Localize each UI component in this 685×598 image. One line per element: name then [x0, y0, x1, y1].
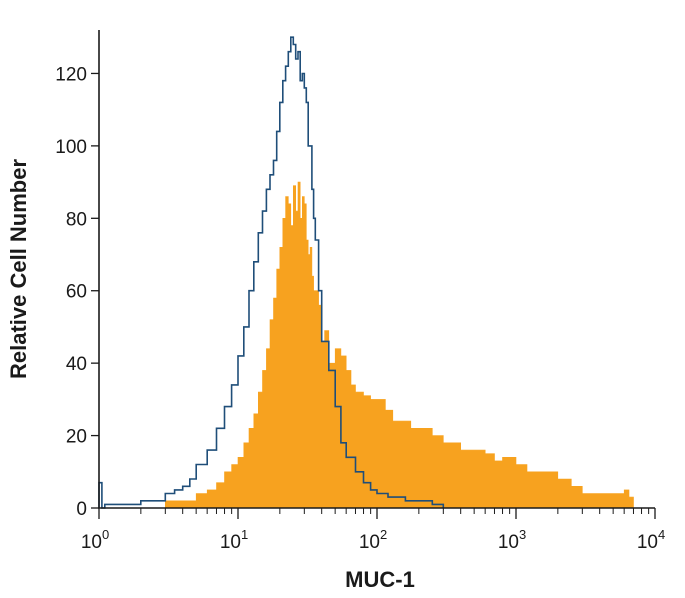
ticks-layer: 0 20 40 60 80 100 120 100 101 102 103 104 [55, 64, 665, 553]
y-tick-label: 120 [55, 64, 87, 85]
series-1-outline-histogram [98, 36, 445, 509]
series-layer [98, 36, 634, 509]
x-tick-label: 102 [359, 527, 387, 553]
series-0-filled-histogram [165, 181, 634, 509]
x-tick-label: 100 [81, 527, 109, 553]
x-tick-label: 104 [637, 527, 665, 553]
y-tick-label: 40 [66, 354, 87, 375]
y-tick-label: 20 [66, 427, 87, 448]
y-tick-label: 80 [66, 209, 87, 230]
y-tick-label: 100 [55, 137, 87, 158]
x-axis-title: MUC-1 [345, 567, 415, 592]
y-axis-title: Relative Cell Number [6, 159, 31, 380]
x-tick-label: 103 [498, 527, 526, 553]
x-tick-label: 101 [220, 527, 248, 553]
y-tick-label: 60 [66, 282, 87, 303]
y-tick-label: 0 [76, 499, 87, 520]
